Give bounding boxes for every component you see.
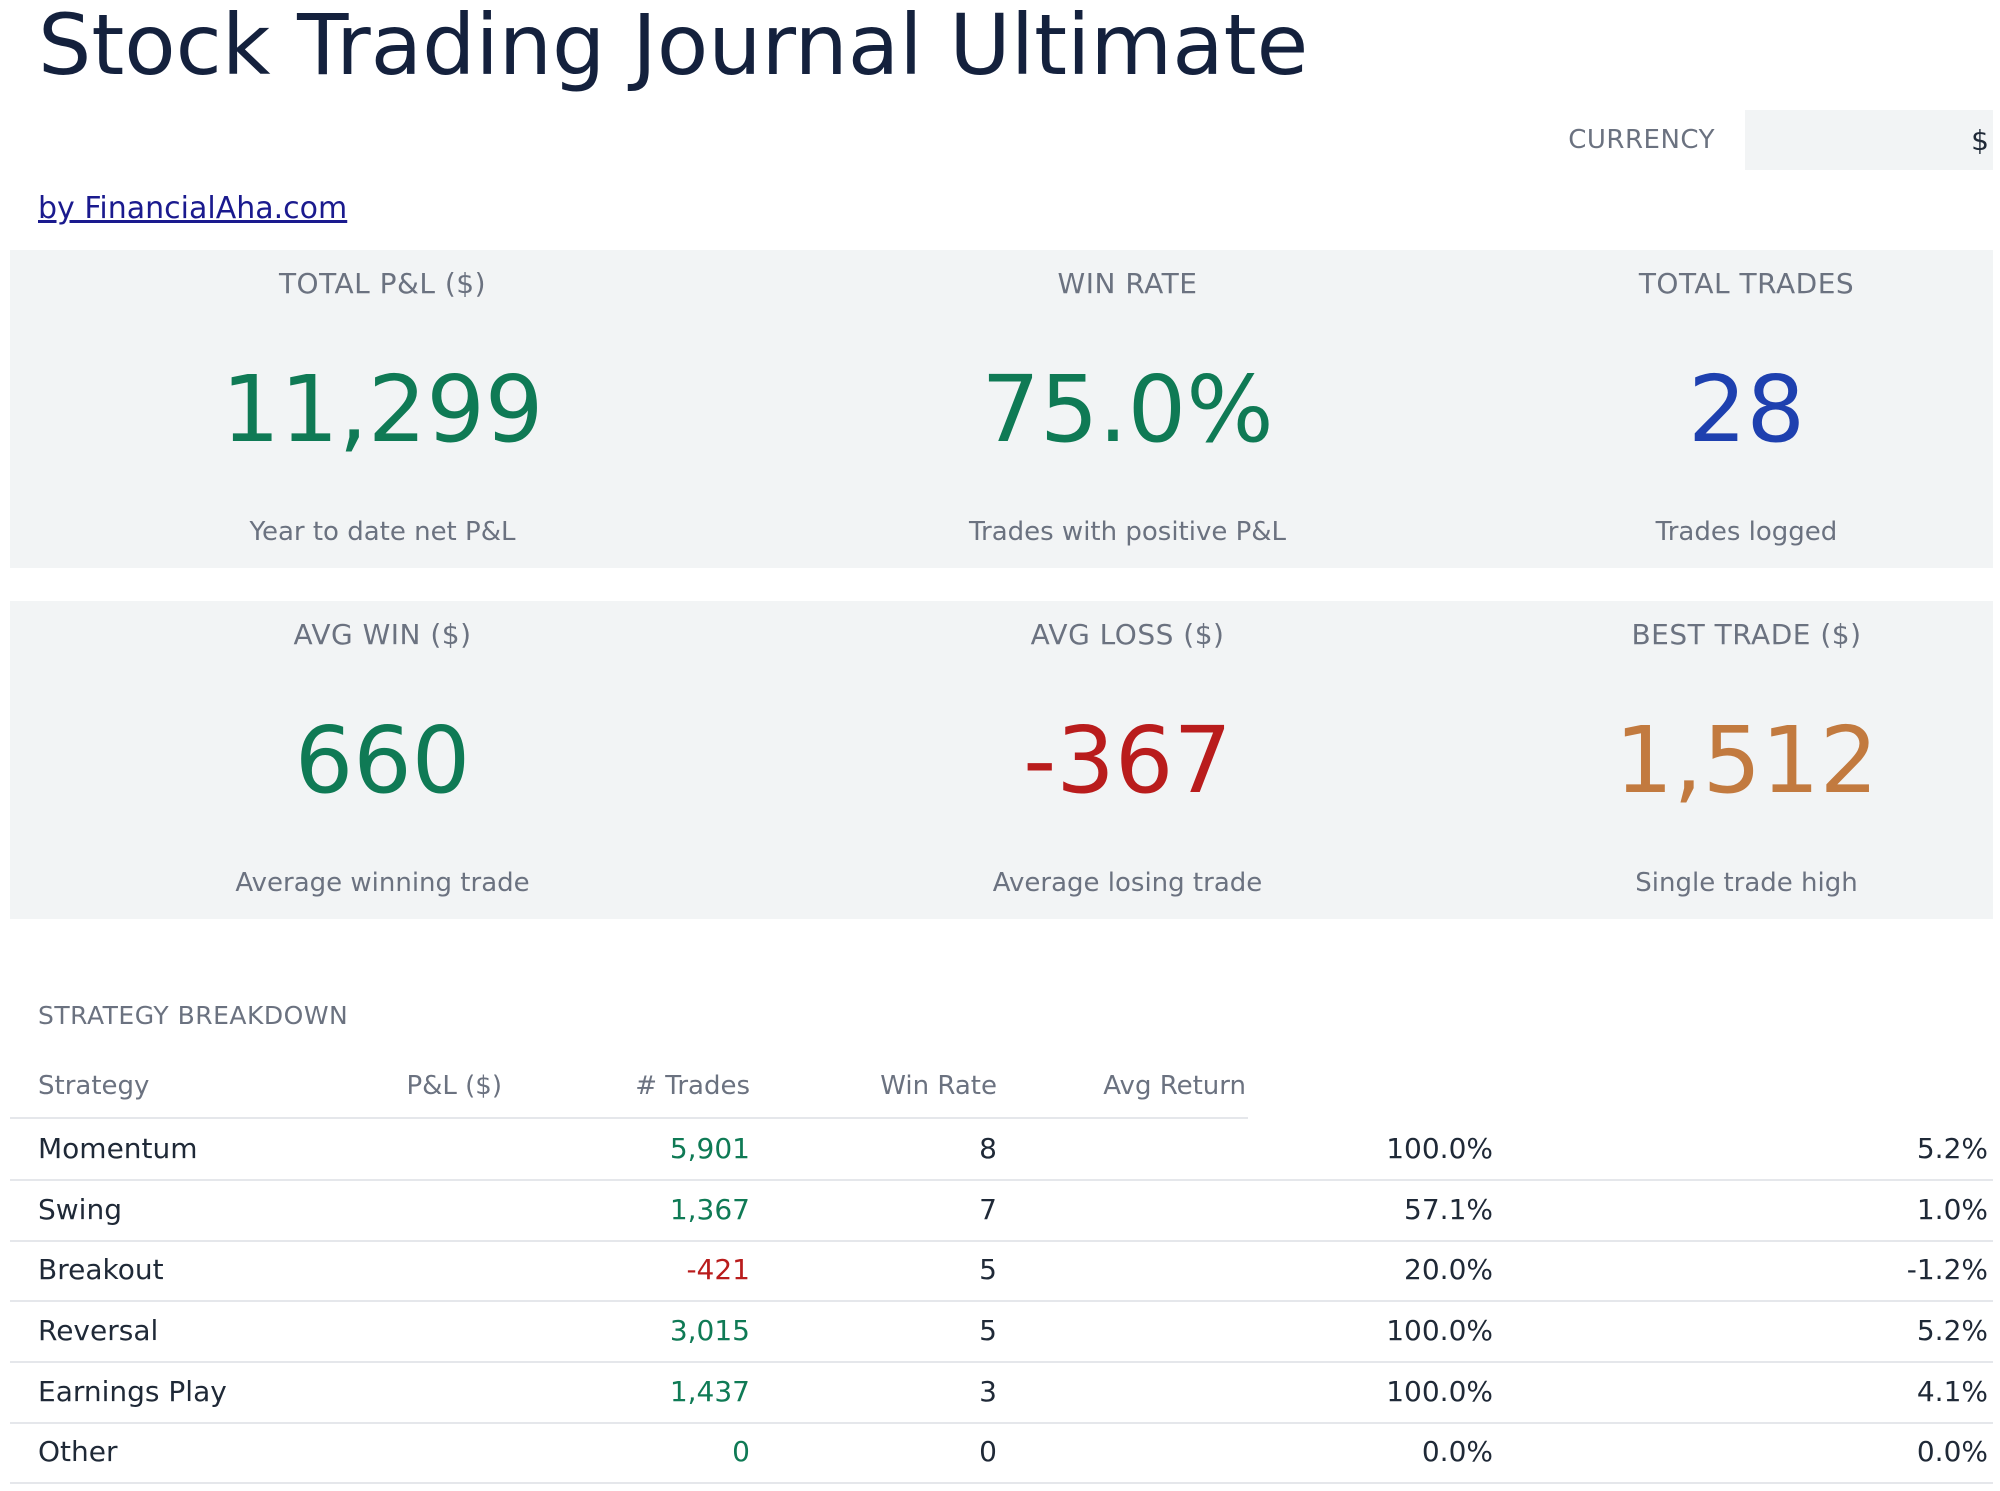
table-row: Swing 1,367 7 57.1% 1.0% (10, 1180, 1993, 1242)
table-row: Earnings Play 1,437 3 100.0% 4.1% (10, 1362, 1993, 1424)
strategy-win-rate: 100.0% (1386, 1132, 1493, 1165)
strategy-win-rate: 100.0% (1386, 1314, 1493, 1347)
strategy-name: Swing (38, 1193, 122, 1226)
kpi-label: TOTAL TRADES (1638, 267, 1855, 300)
kpi-value: 75.0% (981, 356, 1274, 463)
kpi-subtitle: Average losing trade (992, 868, 1263, 898)
strategy-pnl: 1,367 (669, 1193, 750, 1226)
strategy-pnl: 5,901 (669, 1132, 750, 1165)
kpi-card-win-rate: WIN RATE 75.0% Trades with positive P&L (755, 250, 1500, 568)
strategy-trades: 8 (979, 1132, 997, 1165)
strategy-avg-return: 4.1% (1916, 1375, 1988, 1408)
kpi-card-total-trades: TOTAL TRADES 28 Trades logged (1500, 250, 1993, 568)
kpi-value: 660 (294, 707, 471, 814)
kpi-label: AVG WIN ($) (293, 618, 472, 651)
kpi-card-total-pnl: TOTAL P&L ($) 11,299 Year to date net P&… (10, 250, 755, 568)
column-header-trades: # Trades (635, 1071, 750, 1101)
kpi-card-avg-win: AVG WIN ($) 660 Average winning trade (10, 601, 755, 919)
strategy-avg-return: 5.2% (1916, 1132, 1988, 1165)
kpi-subtitle: Year to date net P&L (249, 517, 516, 547)
strategy-win-rate: 20.0% (1404, 1253, 1493, 1286)
kpi-card-avg-loss: AVG LOSS ($) -367 Average losing trade (755, 601, 1500, 919)
strategy-pnl: -421 (686, 1253, 750, 1286)
strategy-pnl: 0 (732, 1435, 750, 1468)
column-header-avg-return: Avg Return (1103, 1071, 1246, 1101)
strategy-trades: 0 (979, 1435, 997, 1468)
strategy-name: Momentum (38, 1132, 198, 1165)
kpi-value: -367 (1023, 707, 1232, 814)
currency-input[interactable] (1745, 110, 1993, 170)
strategy-breakdown-title: STRATEGY BREAKDOWN (38, 1001, 349, 1030)
strategy-trades: 5 (979, 1314, 997, 1347)
strategy-name: Reversal (38, 1314, 159, 1347)
strategy-name: Other (38, 1435, 118, 1468)
kpi-value: 11,299 (221, 356, 544, 463)
strategy-trades: 7 (979, 1193, 997, 1226)
strategy-pnl: 3,015 (669, 1314, 750, 1347)
table-row: Breakout -421 5 20.0% -1.2% (10, 1240, 1993, 1302)
header-divider (10, 1117, 1248, 1119)
kpi-row-1: TOTAL P&L ($) 11,299 Year to date net P&… (10, 250, 1993, 568)
strategy-trades: 5 (979, 1253, 997, 1286)
strategy-win-rate: 100.0% (1386, 1375, 1493, 1408)
strategy-name: Breakout (38, 1253, 164, 1286)
kpi-card-best-trade: BEST TRADE ($) 1,512 Single trade high (1500, 601, 1993, 919)
strategy-win-rate: 57.1% (1404, 1193, 1493, 1226)
strategy-win-rate: 0.0% (1421, 1435, 1493, 1468)
strategy-avg-return: -1.2% (1906, 1253, 1988, 1286)
kpi-row-2: AVG WIN ($) 660 Average winning trade AV… (10, 601, 1993, 919)
kpi-subtitle: Trades logged (1655, 517, 1838, 547)
kpi-label: TOTAL P&L ($) (278, 267, 487, 300)
strategy-name: Earnings Play (38, 1375, 227, 1408)
table-row: Reversal 3,015 5 100.0% 5.2% (10, 1301, 1993, 1363)
kpi-subtitle: Trades with positive P&L (968, 517, 1287, 547)
financialaha-link[interactable]: by FinancialAha.com (38, 191, 348, 226)
kpi-value: 1,512 (1614, 707, 1879, 814)
strategy-avg-return: 5.2% (1916, 1314, 1988, 1347)
kpi-label: AVG LOSS ($) (1030, 618, 1225, 651)
strategy-pnl: 1,437 (669, 1375, 750, 1408)
kpi-subtitle: Average winning trade (235, 868, 530, 898)
kpi-label: BEST TRADE ($) (1631, 618, 1862, 651)
strategy-avg-return: 0.0% (1916, 1435, 1988, 1468)
strategy-avg-return: 1.0% (1916, 1193, 1988, 1226)
kpi-label: WIN RATE (1057, 267, 1198, 300)
table-row: Other 0 0 0.0% 0.0% (10, 1422, 1993, 1484)
strategy-trades: 3 (979, 1375, 997, 1408)
currency-label: CURRENCY (1568, 125, 1715, 155)
kpi-subtitle: Single trade high (1635, 868, 1858, 898)
page-title: Stock Trading Journal Ultimate (38, 0, 1309, 94)
kpi-value: 28 (1687, 356, 1806, 463)
column-header-strategy: Strategy (38, 1071, 150, 1101)
column-header-pnl: P&L ($) (406, 1071, 502, 1101)
table-row: Momentum 5,901 8 100.0% 5.2% (10, 1119, 1993, 1181)
column-header-win-rate: Win Rate (880, 1071, 997, 1101)
